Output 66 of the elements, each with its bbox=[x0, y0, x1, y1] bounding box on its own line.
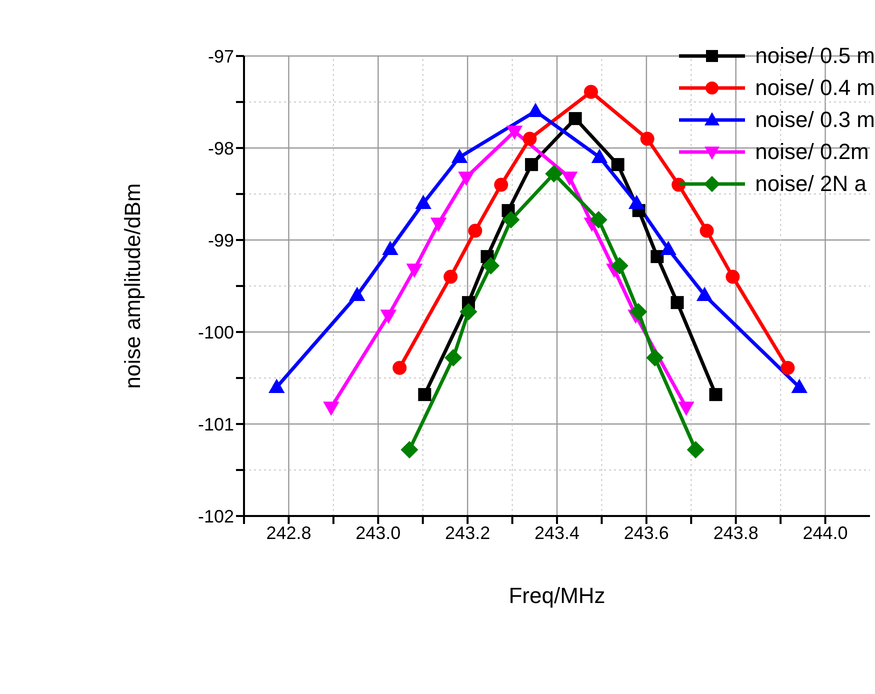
x-tick-label: 244.0 bbox=[802, 522, 848, 543]
point bbox=[568, 112, 582, 126]
point bbox=[590, 210, 608, 229]
legend-label: noise/ 0.4 m bbox=[755, 74, 875, 102]
legend-label: noise/ 2N a bbox=[755, 170, 866, 198]
point bbox=[323, 402, 340, 416]
y-tick-label: -98 bbox=[208, 138, 234, 158]
x-tick-label: 242.8 bbox=[266, 522, 312, 543]
point bbox=[610, 256, 628, 275]
point bbox=[415, 194, 432, 210]
legend-label: noise/ 0.2m bbox=[755, 138, 869, 166]
point bbox=[630, 302, 648, 321]
x-tick-label: 243.0 bbox=[356, 522, 401, 543]
point bbox=[780, 360, 795, 375]
legend-label: noise/ 0.5 m bbox=[755, 42, 875, 70]
x-tick-label: 243.4 bbox=[534, 522, 580, 543]
point bbox=[646, 348, 664, 367]
point bbox=[460, 302, 478, 321]
x-tick-label: 243.2 bbox=[445, 522, 490, 543]
point bbox=[670, 296, 684, 310]
point bbox=[382, 240, 398, 256]
point bbox=[584, 84, 598, 99]
point bbox=[392, 360, 407, 375]
point bbox=[406, 264, 422, 278]
x-axis-title: Freq/MHz bbox=[508, 583, 606, 608]
point bbox=[700, 224, 714, 238]
point bbox=[468, 224, 482, 238]
point bbox=[791, 378, 808, 394]
point bbox=[678, 402, 694, 416]
point bbox=[349, 286, 366, 302]
point bbox=[696, 286, 713, 302]
point bbox=[650, 250, 664, 264]
y-tick-label: -101 bbox=[198, 414, 234, 434]
point bbox=[522, 132, 537, 146]
point bbox=[400, 440, 418, 459]
point bbox=[380, 310, 397, 324]
y-tick-label: -102 bbox=[198, 506, 234, 526]
point bbox=[611, 158, 624, 172]
legend-label: noise/ 0.3 m bbox=[755, 106, 875, 134]
point bbox=[430, 218, 447, 232]
y-tick-label: -97 bbox=[208, 46, 234, 66]
y-axis-title: noise amplitude/dBm bbox=[120, 183, 145, 389]
point bbox=[525, 158, 538, 172]
point bbox=[451, 148, 468, 164]
point bbox=[561, 172, 578, 186]
point bbox=[444, 270, 458, 284]
point bbox=[458, 172, 474, 186]
point bbox=[268, 378, 285, 394]
point bbox=[640, 132, 654, 146]
point bbox=[545, 164, 563, 183]
x-tick-label: 243.6 bbox=[624, 522, 669, 543]
point bbox=[418, 388, 432, 402]
point bbox=[591, 148, 608, 164]
point bbox=[709, 388, 722, 402]
point bbox=[502, 210, 520, 229]
x-tick-label: 243.8 bbox=[713, 522, 758, 543]
point bbox=[686, 440, 704, 459]
point bbox=[726, 270, 740, 284]
point bbox=[506, 126, 523, 140]
point bbox=[660, 240, 676, 256]
y-tick-label: -100 bbox=[198, 322, 234, 342]
y-tick-label: -99 bbox=[208, 230, 234, 250]
point bbox=[494, 178, 508, 192]
point bbox=[444, 348, 462, 367]
point bbox=[628, 194, 645, 210]
point bbox=[482, 256, 500, 275]
